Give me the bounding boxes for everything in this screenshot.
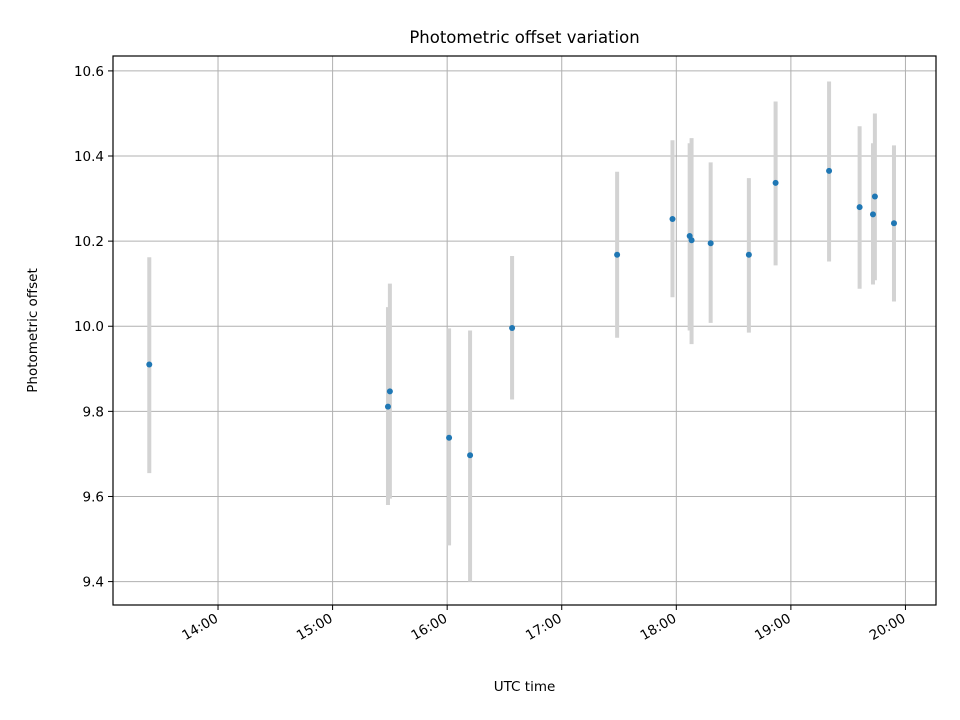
y-axis-label: Photometric offset [25,268,41,392]
x-tick-label: 18:00 [638,611,680,644]
data-point [869,211,876,218]
error-bars [147,81,896,582]
y-tick-label: 9.4 [83,575,104,591]
y-tick-label: 10.2 [74,234,104,250]
data-point [146,361,153,368]
x-tick-label: 17:00 [523,611,565,644]
data-point [467,452,474,459]
x-tick-label: 15:00 [294,611,336,644]
x-axis: 14:00 15:00 16:00 17:00 18:00 19:00 20:00 [179,605,908,644]
data-point [826,167,833,174]
x-tick-label: 14:00 [179,611,221,644]
x-tick-label: 19:00 [752,611,794,644]
data-point [856,204,863,211]
data-point [745,251,752,258]
data-point [707,240,714,247]
y-tick-label: 10.0 [74,319,104,335]
x-axis-label: UTC time [494,679,556,695]
x-tick-label: 20:00 [867,611,909,644]
data-point [772,179,779,186]
plot-frame [112,55,937,606]
data-points [146,167,897,459]
data-point [509,324,516,331]
data-point [384,403,391,410]
y-tick-label: 9.8 [83,404,104,420]
x-tick-label: 16:00 [408,611,450,644]
y-tick-label: 10.6 [74,64,104,80]
data-point [669,215,676,222]
grid-lines [113,56,936,605]
data-point [890,220,897,227]
data-point [386,388,393,395]
y-tick-label: 9.6 [83,489,104,505]
y-tick-label: 10.4 [74,149,104,165]
data-point [688,237,695,244]
chart-title: Photometric offset variation [409,28,639,47]
data-point [446,434,453,441]
data-point [614,251,621,258]
y-axis: 9.4 9.6 9.8 10.0 10.2 10.4 10.6 [74,64,113,591]
data-point [871,193,878,200]
